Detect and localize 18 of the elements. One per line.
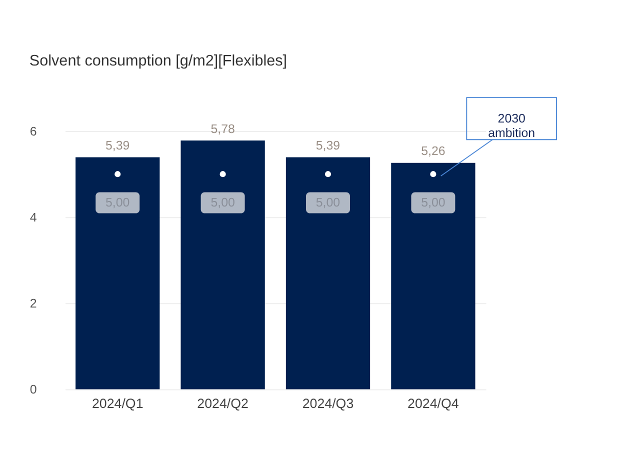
- y-tick-label: 0: [30, 382, 37, 397]
- data-label: 5,39: [316, 138, 340, 153]
- chart-title: Solvent consumption [g/m2][Flexibles]: [29, 52, 288, 70]
- bar: [286, 157, 370, 390]
- x-tick-label: 2024/Q3: [302, 396, 354, 411]
- annotation: 2030 ambition: [488, 111, 536, 140]
- x-tick-label: 2024/Q2: [197, 396, 248, 411]
- bar: [391, 162, 476, 390]
- data-label: 5,78: [210, 122, 235, 136]
- x-tick-label: 2024/Q1: [92, 396, 144, 411]
- y-tick-label: 6: [30, 124, 37, 138]
- bar: [76, 157, 160, 390]
- data-label: 5,26: [421, 144, 446, 158]
- y-tick-label: 4: [30, 210, 37, 224]
- y-tick-label: 2: [30, 296, 37, 310]
- bar: [180, 140, 265, 390]
- x-tick-label: 2024/Q4: [408, 396, 460, 411]
- data-label: 5,39: [106, 138, 130, 153]
